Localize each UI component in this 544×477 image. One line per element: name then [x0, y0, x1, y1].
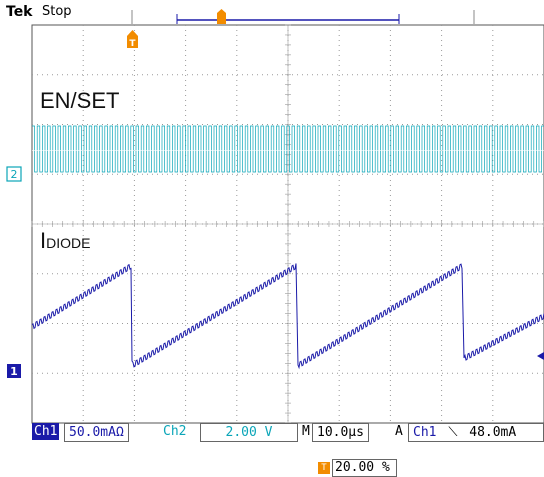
trigger-position-value: 20.00 % — [332, 459, 397, 477]
ch1-tag[interactable]: Ch1 — [32, 423, 60, 440]
trigger-position-marker[interactable]: T — [127, 30, 138, 49]
ch2-waveform — [32, 125, 544, 173]
acquisition-state: Stop — [42, 4, 72, 19]
ch1-waveform — [31, 263, 544, 370]
ch2-tag[interactable]: Ch2 — [163, 424, 187, 439]
ch1-scale[interactable]: 50.0mAΩ — [64, 423, 129, 442]
trigger-readout[interactable]: Ch1 ⟍ 48.0mA — [408, 423, 544, 442]
timebase-value[interactable]: 10.0µs — [312, 423, 369, 442]
ch1-marker-text: 1 — [10, 365, 18, 378]
trigger-level-arrow[interactable] — [537, 352, 544, 360]
trigger-mode-tag: A — [395, 424, 403, 439]
ch1-trace-label: IDIODE — [40, 228, 90, 254]
ch1-label-sub: DIODE — [46, 235, 91, 251]
trigger-position-readout[interactable]: T 20.00 % — [318, 459, 397, 477]
ch1-label-main: I — [40, 228, 47, 253]
ch1-ground-marker[interactable]: 1 — [7, 364, 21, 378]
ch2-marker-text: 2 — [11, 168, 18, 181]
ch2-ground-marker[interactable]: 2 — [6, 166, 22, 182]
brand-logo: Tek — [6, 4, 33, 20]
timebase-tag: M — [302, 424, 310, 439]
scope-header: Tek Stop — [0, 0, 544, 24]
record-length-indicator — [131, 9, 475, 24]
status-bar: Ch1 50.0mAΩ Ch2 2.00 V M 10.0µs A Ch1 ⟍ … — [0, 423, 544, 442]
record-trigger-icon — [217, 9, 226, 24]
trigger-source: Ch1 — [413, 425, 437, 440]
trigger-marker-text: T — [129, 39, 136, 49]
trigger-level: 48.0mA — [469, 425, 517, 440]
ch2-trace-label: EN/SET — [40, 88, 120, 113]
trigger-t-icon: T — [318, 461, 330, 474]
falling-edge-icon: ⟍ — [448, 425, 458, 440]
ch2-scale[interactable]: 2.00 V — [200, 423, 298, 442]
